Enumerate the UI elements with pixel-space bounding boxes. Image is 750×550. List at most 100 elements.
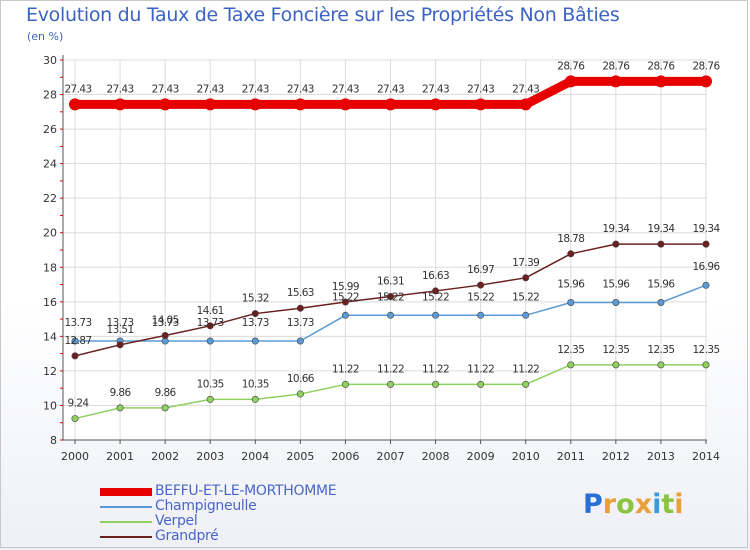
x-tick-label: 2000 (61, 450, 89, 463)
data-point (702, 240, 710, 248)
y-tick-label: 22 (43, 192, 57, 205)
data-label: 15.63 (287, 287, 314, 299)
data-label: 9.86 (155, 387, 177, 399)
data-point (474, 98, 487, 111)
chart-unit-label: (en %) (27, 30, 64, 43)
data-point (519, 98, 532, 111)
data-label: 15.22 (512, 291, 539, 303)
data-label: 14.61 (197, 305, 224, 317)
data-label: 27.43 (467, 83, 494, 95)
data-point (161, 331, 169, 339)
data-point (657, 361, 665, 369)
chart-title: Evolution du Taux de Taxe Foncière sur l… (26, 4, 620, 26)
data-label: 27.43 (242, 83, 269, 95)
x-tick-label: 2007 (377, 450, 405, 463)
data-point (612, 240, 620, 248)
data-label: 13.51 (107, 324, 134, 336)
data-point (522, 311, 530, 319)
data-point (296, 390, 304, 398)
data-label: 10.35 (242, 378, 269, 390)
data-label: 11.22 (377, 363, 404, 375)
data-point (522, 380, 530, 388)
data-point (567, 299, 575, 307)
x-tick-label: 2010 (512, 450, 540, 463)
x-tick-label: 2008 (422, 450, 450, 463)
data-point (204, 98, 217, 111)
y-tick-label: 28 (43, 89, 57, 102)
y-tick-label: 12 (43, 365, 57, 378)
data-label: 15.22 (422, 291, 449, 303)
data-label: 15.22 (377, 291, 404, 303)
data-point (654, 75, 667, 88)
y-tick-label: 26 (43, 123, 57, 136)
data-point (294, 98, 307, 111)
data-label: 10.66 (287, 373, 315, 385)
data-point (702, 361, 710, 369)
y-tick-label: 10 (43, 399, 57, 412)
data-label: 16.97 (467, 264, 494, 276)
legend-label: Champigneulle (155, 498, 257, 514)
data-label: 27.43 (512, 83, 539, 95)
data-label: 19.34 (602, 223, 630, 235)
data-label: 11.22 (467, 363, 494, 375)
data-label: 27.43 (377, 83, 404, 95)
data-label: 28.76 (557, 60, 585, 72)
x-tick-label: 2012 (602, 450, 630, 463)
data-point (69, 98, 81, 111)
legend-swatch-series-3 (100, 536, 152, 538)
legend-label: BEFFU-ET-LE-MORTHOMME (155, 483, 337, 499)
data-label: 11.22 (512, 363, 539, 375)
data-point (432, 287, 440, 295)
data-point (432, 311, 440, 319)
data-point (71, 352, 79, 360)
logo-letter: i (674, 489, 684, 520)
data-label: 13.73 (197, 317, 224, 329)
data-label: 13.73 (152, 317, 179, 329)
data-point (251, 310, 259, 318)
data-point (702, 281, 710, 289)
data-label: 15.96 (647, 279, 675, 291)
data-label: 28.76 (602, 60, 630, 72)
data-label: 16.96 (692, 261, 720, 273)
legend-label: Grandpré (155, 528, 219, 544)
y-tick-label: 16 (43, 296, 57, 309)
data-point (251, 337, 259, 345)
data-label: 27.43 (152, 83, 179, 95)
data-label: 12.35 (692, 344, 719, 356)
legend-swatch-series-2 (100, 521, 152, 523)
x-tick-label: 2006 (331, 450, 359, 463)
x-tick-label: 2009 (467, 450, 495, 463)
data-label: 28.76 (692, 60, 720, 72)
data-label: 27.43 (422, 83, 449, 95)
data-label: 14.05 (152, 315, 179, 327)
data-label: 12.35 (602, 344, 629, 356)
data-point (341, 298, 349, 306)
data-label: 15.96 (602, 279, 630, 291)
logo-letter: o (616, 489, 635, 520)
y-tick-label: 20 (43, 227, 57, 240)
y-tick-label: 30 (43, 54, 57, 67)
data-label: 13.73 (107, 317, 134, 329)
data-label: 15.96 (557, 279, 585, 291)
data-point (116, 404, 124, 412)
data-label: 9.86 (110, 387, 132, 399)
data-label: 18.78 (557, 233, 584, 245)
data-label: 11.22 (332, 363, 359, 375)
data-point (432, 380, 440, 388)
data-point (567, 250, 575, 258)
data-label: 15.22 (467, 291, 494, 303)
data-point (339, 98, 352, 111)
data-label: 27.43 (107, 83, 134, 95)
data-point (522, 274, 530, 282)
x-tick-label: 2001 (106, 450, 134, 463)
logo-letter: i (652, 489, 662, 520)
y-tick-label: 8 (50, 434, 57, 447)
x-tick-label: 2003 (196, 450, 224, 463)
proxiti-logo[interactable]: Proxiti (583, 489, 684, 520)
data-point (612, 361, 620, 369)
data-point (700, 75, 712, 88)
y-tick-label: 14 (43, 330, 57, 343)
data-point (296, 304, 304, 312)
x-tick-label: 2014 (692, 450, 720, 463)
